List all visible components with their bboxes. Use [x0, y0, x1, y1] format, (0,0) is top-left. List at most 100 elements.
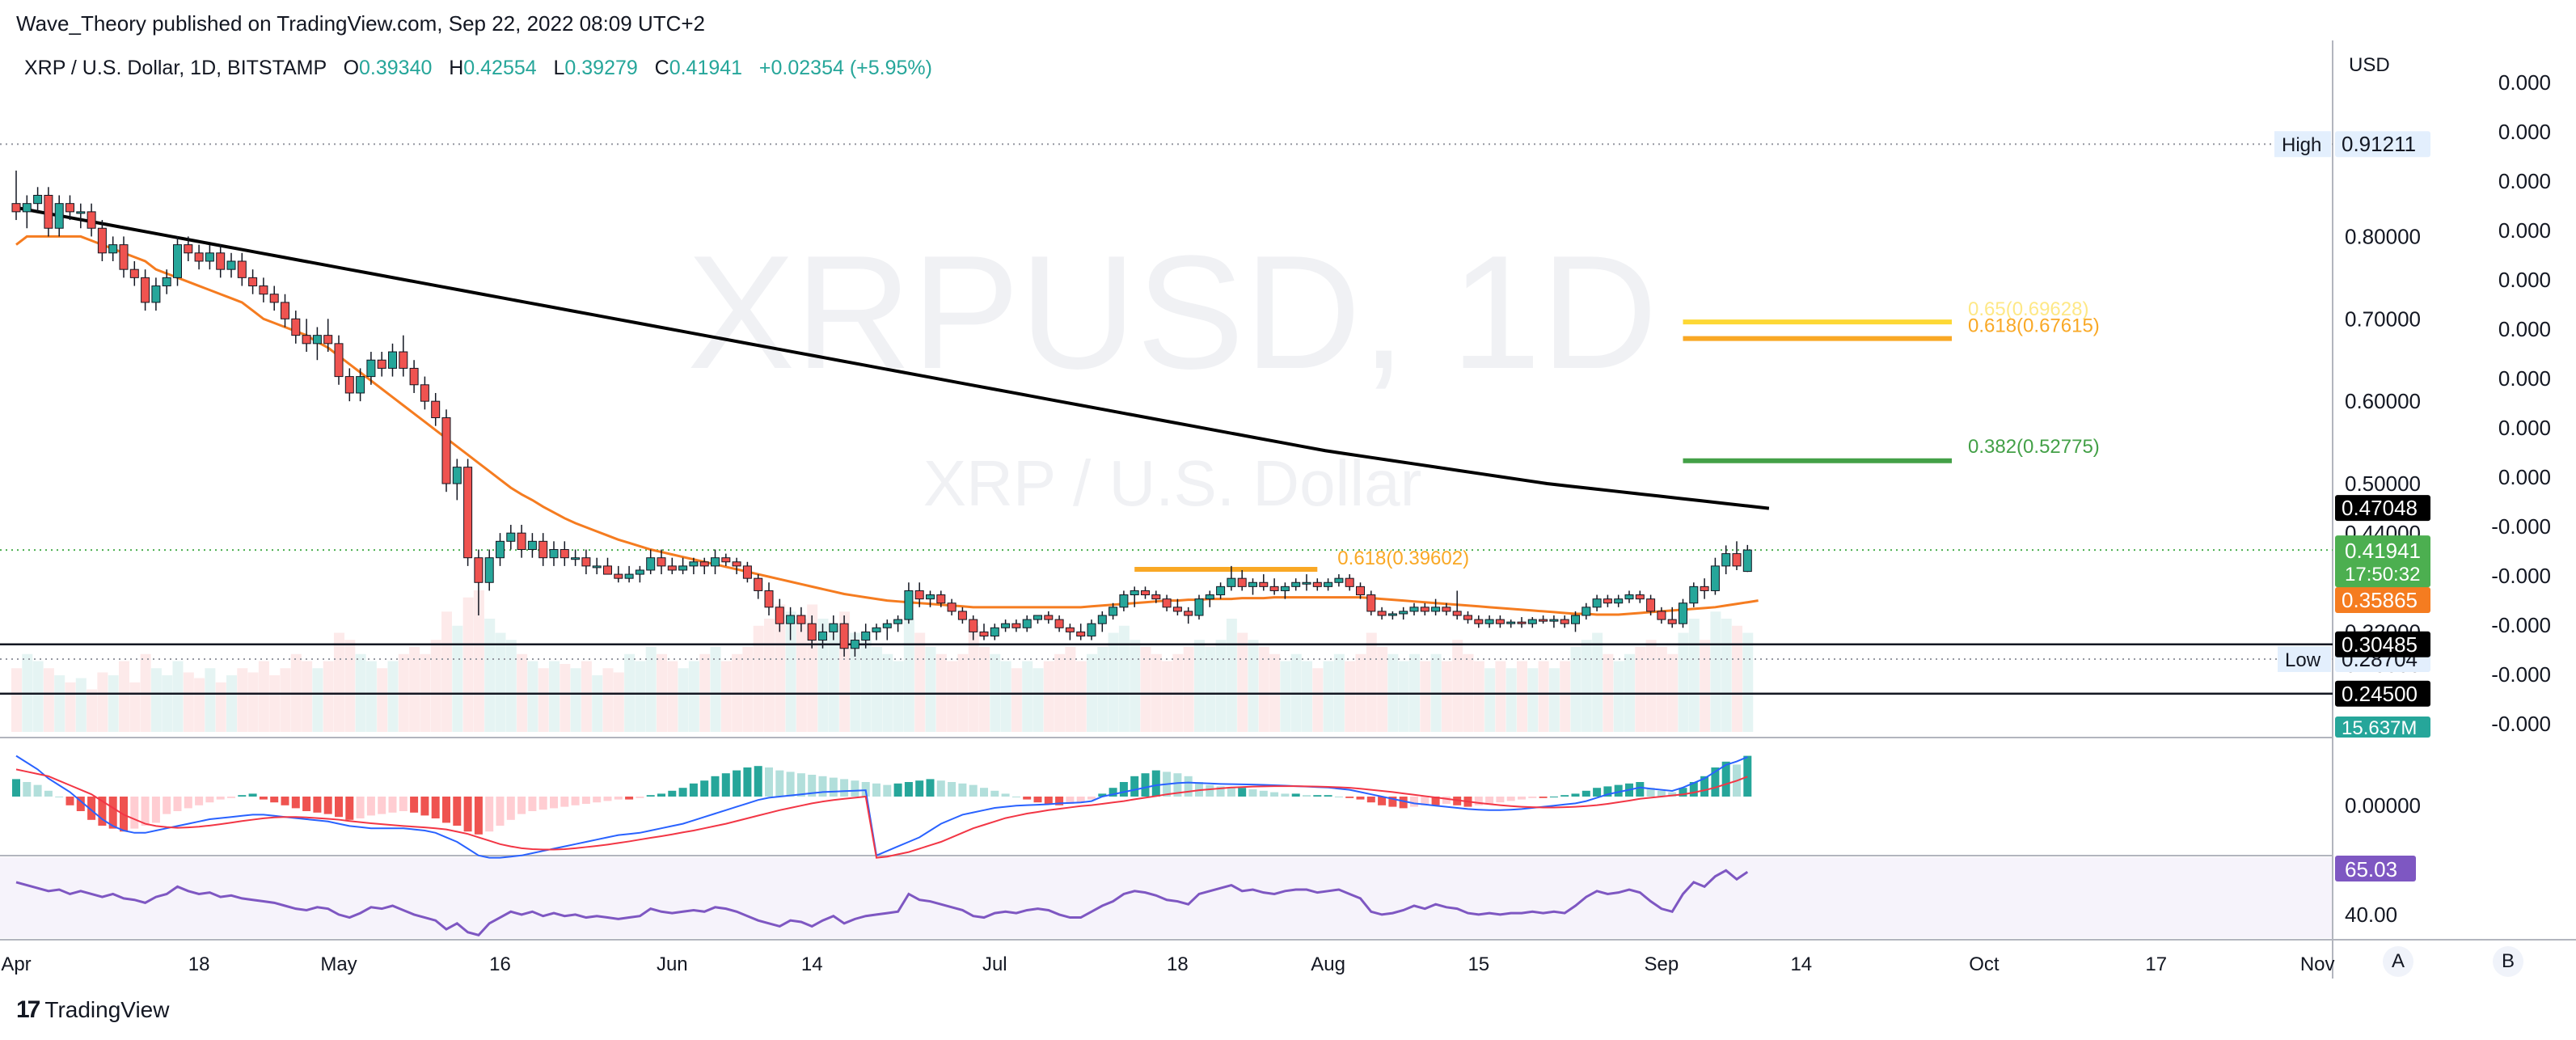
candle-up[interactable]	[1710, 565, 1720, 591]
candle-down[interactable]	[1184, 611, 1193, 616]
candle-down[interactable]	[1420, 607, 1429, 612]
candle-down[interactable]	[1517, 621, 1527, 624]
candle-down[interactable]	[1269, 586, 1279, 591]
candle-down[interactable]	[1732, 553, 1742, 567]
candle-down[interactable]	[1141, 590, 1150, 596]
candle-down[interactable]	[1011, 623, 1021, 628]
candle-down[interactable]	[1259, 581, 1269, 587]
candle-up[interactable]	[1227, 577, 1236, 587]
candle-up[interactable]	[1109, 607, 1118, 616]
candle-up[interactable]	[151, 285, 161, 303]
candle-down[interactable]	[1172, 607, 1182, 612]
candle-down[interactable]	[44, 194, 53, 229]
candle-down[interactable]	[281, 302, 289, 319]
candle-down[interactable]	[796, 615, 806, 624]
candle-up[interactable]	[1248, 581, 1257, 587]
candle-up[interactable]	[1033, 615, 1042, 620]
candle-down[interactable]	[431, 400, 441, 419]
candle-down[interactable]	[742, 565, 752, 579]
candle-down[interactable]	[344, 376, 354, 394]
candle-down[interactable]	[1657, 611, 1666, 620]
candle-down[interactable]	[1452, 611, 1462, 616]
candle-up[interactable]	[872, 627, 881, 632]
tradingview-logo[interactable]: 17 TradingView	[16, 996, 169, 1024]
candle-down[interactable]	[1345, 577, 1354, 587]
auto-scale-button[interactable]: A	[2383, 946, 2413, 977]
candle-down[interactable]	[11, 203, 21, 213]
candles[interactable]	[11, 170, 1752, 657]
candle-down[interactable]	[474, 557, 484, 583]
candle-down[interactable]	[259, 285, 268, 295]
candle-up[interactable]	[1194, 598, 1204, 616]
candle-up[interactable]	[592, 565, 602, 569]
candle-up[interactable]	[527, 540, 537, 551]
candle-down[interactable]	[463, 467, 473, 559]
candle-down[interactable]	[119, 244, 129, 270]
candle-up[interactable]	[356, 376, 365, 394]
candle-up[interactable]	[76, 211, 86, 214]
candle-up[interactable]	[689, 561, 699, 567]
candle-down[interactable]	[377, 359, 386, 369]
candle-up[interactable]	[312, 335, 322, 345]
candle-up[interactable]	[1291, 581, 1301, 587]
candle-up[interactable]	[1280, 586, 1290, 591]
candle-up[interactable]	[549, 549, 559, 559]
candle-up[interactable]	[861, 631, 871, 641]
candle-up[interactable]	[33, 194, 43, 205]
candle-down[interactable]	[1463, 615, 1472, 620]
candle-down[interactable]	[1646, 598, 1656, 612]
candle-down[interactable]	[1044, 615, 1054, 620]
candle-up[interactable]	[1549, 619, 1559, 622]
candle-down[interactable]	[517, 532, 526, 551]
candle-up[interactable]	[1527, 619, 1537, 624]
horizontal-lines[interactable]	[0, 143, 2333, 695]
candle-up[interactable]	[1205, 594, 1214, 600]
candle-down[interactable]	[1162, 598, 1172, 608]
candle-up[interactable]	[1097, 615, 1107, 624]
candle-down[interactable]	[1442, 607, 1451, 612]
candle-up[interactable]	[388, 351, 397, 369]
candle-down[interactable]	[420, 384, 429, 402]
candle-down[interactable]	[754, 577, 763, 591]
candle-down[interactable]	[936, 594, 946, 604]
candle-down[interactable]	[1603, 598, 1612, 604]
candle-up[interactable]	[506, 532, 516, 542]
candle-up[interactable]	[452, 467, 462, 484]
candle-up[interactable]	[1334, 577, 1344, 583]
candle-down[interactable]	[699, 561, 709, 567]
candle-down[interactable]	[97, 227, 107, 254]
candle-down[interactable]	[1065, 627, 1075, 632]
candle-up[interactable]	[1571, 615, 1580, 624]
candle-up[interactable]	[571, 557, 581, 560]
candle-up[interactable]	[882, 623, 892, 628]
candle-up[interactable]	[22, 203, 32, 213]
candle-up[interactable]	[786, 615, 796, 624]
candle-up[interactable]	[926, 594, 935, 600]
candle-down[interactable]	[1366, 594, 1376, 612]
candle-up[interactable]	[829, 623, 838, 632]
candle-down[interactable]	[1539, 619, 1548, 622]
candle-up[interactable]	[205, 252, 214, 262]
candle-down[interactable]	[947, 602, 956, 612]
candle-down[interactable]	[1377, 611, 1387, 616]
candle-up[interactable]	[818, 631, 827, 641]
candle-up[interactable]	[1721, 553, 1731, 567]
candle-down[interactable]	[1237, 577, 1247, 587]
candle-up[interactable]	[1614, 598, 1624, 604]
candle-up[interactable]	[635, 569, 644, 575]
candle-down[interactable]	[657, 557, 666, 567]
candle-up[interactable]	[1484, 619, 1494, 624]
fibonacci-levels[interactable]: 0.65(0.69628)0.618(0.67615) 0.382(0.52775…	[1134, 298, 2100, 572]
candle-down[interactable]	[1474, 619, 1484, 624]
candle-up[interactable]	[850, 640, 859, 649]
candle-down[interactable]	[581, 557, 591, 567]
candle-up[interactable]	[1409, 607, 1419, 612]
candle-up[interactable]	[496, 540, 505, 559]
candle-up[interactable]	[1592, 598, 1602, 608]
candle-down[interactable]	[237, 260, 247, 278]
candle-down[interactable]	[957, 611, 967, 620]
candle-down[interactable]	[323, 335, 333, 345]
candle-down[interactable]	[538, 540, 548, 559]
candle-up[interactable]	[1742, 549, 1752, 573]
scale-options-button[interactable]: B	[2493, 946, 2523, 977]
